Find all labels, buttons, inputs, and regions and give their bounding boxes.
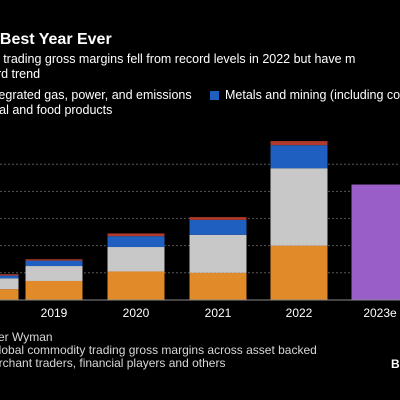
bar-2019-agricultural_and_food — [25, 280, 83, 300]
x-tick-label-2022: 2022 — [286, 306, 313, 320]
footer-note-2: erchant traders, financial players and o… — [0, 356, 226, 370]
bar-2019-top_segment — [25, 259, 83, 261]
bar-2019-metals_and_mining — [25, 260, 83, 267]
bar-2022-integrated_gas_power_emissions — [270, 168, 328, 246]
legend-label-gas: ntegrated gas, power, and emissions — [0, 88, 192, 102]
bar-2018-integrated_gas_power_emissions — [0, 278, 19, 290]
bar-2020-metals_and_mining — [107, 236, 165, 248]
bar-2020-top_segment — [107, 233, 165, 237]
bar-2021-integrated_gas_power_emissions — [189, 234, 247, 273]
footer-source: ver Wyman — [0, 330, 53, 344]
legend-row-2: ural and food products — [0, 103, 400, 118]
x-tick-label-2020: 2020 — [123, 306, 150, 320]
chart-title: l Best Year Ever — [0, 31, 112, 48]
bar-2018-top_segment — [0, 274, 19, 276]
bar-2020-integrated_gas_power_emissions — [107, 247, 165, 272]
bar-2020-agricultural_and_food — [107, 271, 165, 300]
subtitle-line-1: ty trading gross margins fell from recor… — [0, 52, 356, 66]
chart-subtitle: ty trading gross margins fell from recor… — [0, 52, 400, 82]
bar-2018-metals_and_mining — [0, 275, 19, 279]
bar-2019-integrated_gas_power_emissions — [25, 266, 83, 281]
x-tick-label-2023e: 2023e — [363, 306, 397, 320]
legend-item-gas: ntegrated gas, power, and emissions — [0, 88, 192, 103]
x-tick-label-2021: 2021 — [205, 306, 232, 320]
x-tick-label-2019: 2019 — [41, 306, 68, 320]
footer-note-1: global commodity trading gross margins a… — [0, 343, 317, 357]
publisher-logo: B — [391, 357, 400, 371]
legend-row-1: ntegrated gas, power, and emissions Meta… — [0, 88, 400, 103]
chart-legend: ntegrated gas, power, and emissions Meta… — [0, 88, 400, 118]
subtitle-line-2: ard trend — [0, 67, 41, 81]
x-tick-labels: 2019 2020 2021 2022 2023e — [41, 306, 397, 320]
bar-2022-metals_and_mining — [270, 145, 328, 169]
bar-2023e-forecast — [351, 184, 400, 300]
bar-2021-agricultural_and_food — [189, 272, 247, 300]
legend-item-agri: ural and food products — [0, 103, 112, 118]
bar-2022-agricultural_and_food — [270, 245, 328, 300]
bar-2021-top_segment — [189, 217, 247, 220]
bars — [0, 141, 400, 300]
legend-item-metals: Metals and mining (including coa — [210, 88, 400, 103]
chart-footer: ver Wyman global commodity trading gross… — [0, 331, 400, 370]
bar-2022-top_segment — [270, 141, 328, 146]
legend-label-agri: ural and food products — [0, 103, 113, 117]
bar-2018-agricultural_and_food — [0, 289, 19, 300]
legend-label-metals: Metals and mining (including coa — [225, 88, 400, 102]
legend-swatch-metals — [210, 91, 219, 100]
bar-2021-metals_and_mining — [189, 219, 247, 235]
